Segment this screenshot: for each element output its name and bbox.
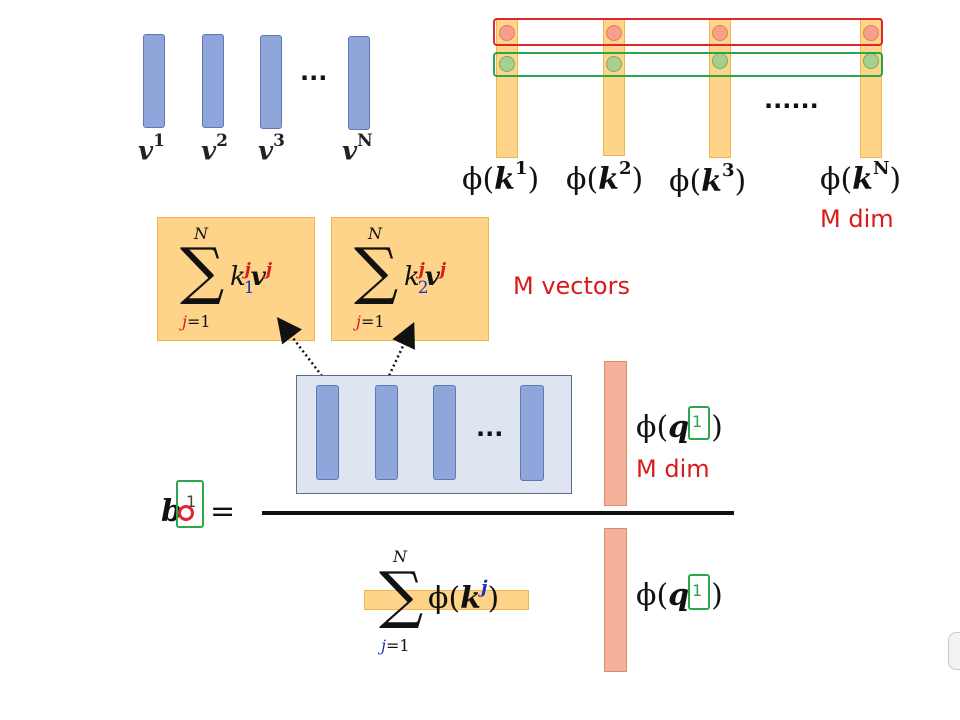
v2-label: v2 — [201, 131, 228, 167]
panel-vector-M — [520, 385, 544, 481]
k2-row1-dot — [606, 25, 622, 41]
b-index-box — [176, 480, 204, 528]
denominator-sigma: ∑ — [379, 558, 424, 631]
value-vector-3 — [260, 35, 282, 129]
pointer-cursor-icon — [178, 505, 194, 521]
v1-label: v1 — [138, 131, 165, 167]
q-index-top: 1 — [692, 412, 703, 431]
sum1-upper-limit: N — [194, 224, 208, 243]
sum1-sigma: ∑ — [180, 234, 225, 307]
sum1-term: k1jvj — [230, 260, 273, 298]
sum2-term: k2jvj — [404, 260, 447, 298]
k1-row2-dot — [499, 56, 515, 72]
row2-highlight-box — [493, 52, 883, 77]
b-index: 1 — [186, 492, 197, 511]
row1-highlight-box — [493, 18, 883, 46]
q-index-bottom: 1 — [692, 581, 703, 600]
m-dim-label-mid: M dim — [636, 455, 710, 483]
k1-row1-dot — [499, 25, 515, 41]
value-vector-2 — [202, 34, 224, 128]
sum2-lower-limit: j=1 — [356, 312, 385, 331]
phi-k2-label: ϕ(k2) — [566, 158, 644, 197]
edge-scroll-widget[interactable] — [948, 632, 960, 670]
denominator-upper-limit: N — [393, 547, 407, 566]
denominator-term: ϕ(kj) — [428, 577, 500, 616]
denominator-highlight — [364, 590, 529, 610]
panel-vector-2 — [375, 385, 398, 480]
panel-ellipsis: ... — [476, 414, 504, 442]
m-vectors-label: M vectors — [513, 272, 630, 300]
sum-box-2: N ∑ j=1 k2jvj — [331, 217, 489, 341]
equals-sign: = — [210, 494, 236, 529]
phi-q-vector-top — [604, 361, 627, 506]
panel-vector-3 — [433, 385, 456, 480]
m-dim-label-top: M dim — [820, 205, 894, 233]
phi-q-vector-bottom — [604, 528, 627, 672]
kN-row1-dot — [863, 25, 879, 41]
phi-kN-label: ϕ(kN) — [820, 158, 902, 197]
sum2-sigma: ∑ — [354, 234, 399, 307]
phi-k1-label: ϕ(k1) — [462, 158, 540, 197]
value-vector-N — [348, 36, 370, 130]
q-index-box-top — [688, 406, 710, 440]
panel-vector-1 — [316, 385, 339, 480]
fraction-line — [262, 511, 734, 515]
value-vectors-ellipsis: ... — [300, 58, 328, 86]
phi-k3-label: ϕ(k3) — [669, 160, 747, 199]
phi-k-ellipsis: ...... — [764, 86, 819, 114]
vN-label: vN — [342, 131, 373, 167]
phi-q-label-top: ϕ(q) — [636, 410, 723, 445]
k2-row2-dot — [606, 56, 622, 72]
value-vector-1 — [143, 34, 165, 128]
phi-q-label-bottom: ϕ(q) — [636, 578, 723, 613]
q-index-box-bottom — [688, 574, 710, 610]
sum-box-1: N ∑ j=1 k1jvj — [157, 217, 315, 341]
v3-label: v3 — [258, 131, 285, 167]
denominator-lower-limit: j=1 — [381, 636, 410, 655]
k3-row1-dot — [712, 25, 728, 41]
sum1-lower-limit: j=1 — [182, 312, 211, 331]
sum2-upper-limit: N — [368, 224, 382, 243]
